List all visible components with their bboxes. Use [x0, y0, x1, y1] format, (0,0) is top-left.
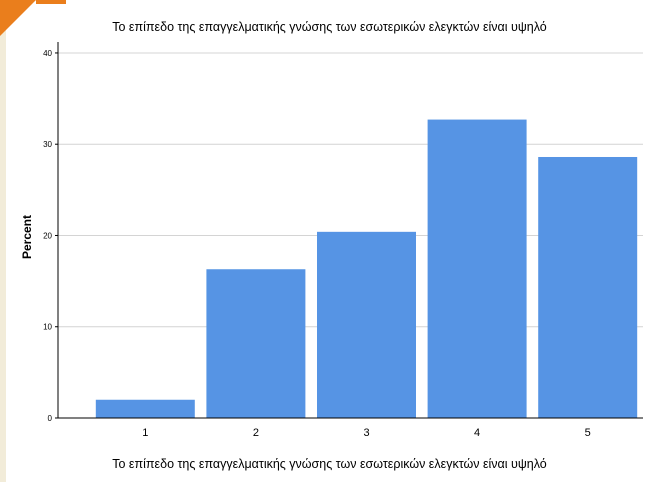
y-tick-label: 20	[43, 231, 52, 240]
x-tick-label: 4	[474, 427, 480, 439]
corner-accent	[0, 0, 36, 36]
x-tick-label: 5	[585, 427, 591, 439]
left-margin-strip	[0, 0, 6, 482]
bar-5	[538, 156, 638, 418]
corner-accent-bar	[36, 0, 66, 4]
tick-labels: 0 10 20 30 40 1 2 3 4 5	[43, 49, 591, 439]
bars	[95, 119, 638, 418]
y-tick-label: 10	[43, 323, 52, 332]
y-tick-label: 40	[43, 49, 52, 58]
y-tick-label: 30	[43, 140, 52, 149]
x-axis-title: Το επίπεδο της επαγγελματικής γνώσης των…	[112, 457, 547, 471]
bar-3	[317, 231, 416, 418]
x-tick-label: 1	[142, 427, 148, 439]
y-axis-title: Percent	[20, 214, 34, 260]
bar-1	[95, 399, 195, 418]
bar-4	[427, 119, 527, 418]
x-tick-label: 3	[363, 427, 369, 439]
chart-title: Το επίπεδο της επαγγελματικής γνώσης των…	[112, 20, 547, 34]
x-tick-label: 2	[253, 427, 259, 439]
axes	[55, 42, 643, 419]
bar-2	[206, 269, 306, 418]
y-tick-label: 0	[48, 414, 53, 423]
